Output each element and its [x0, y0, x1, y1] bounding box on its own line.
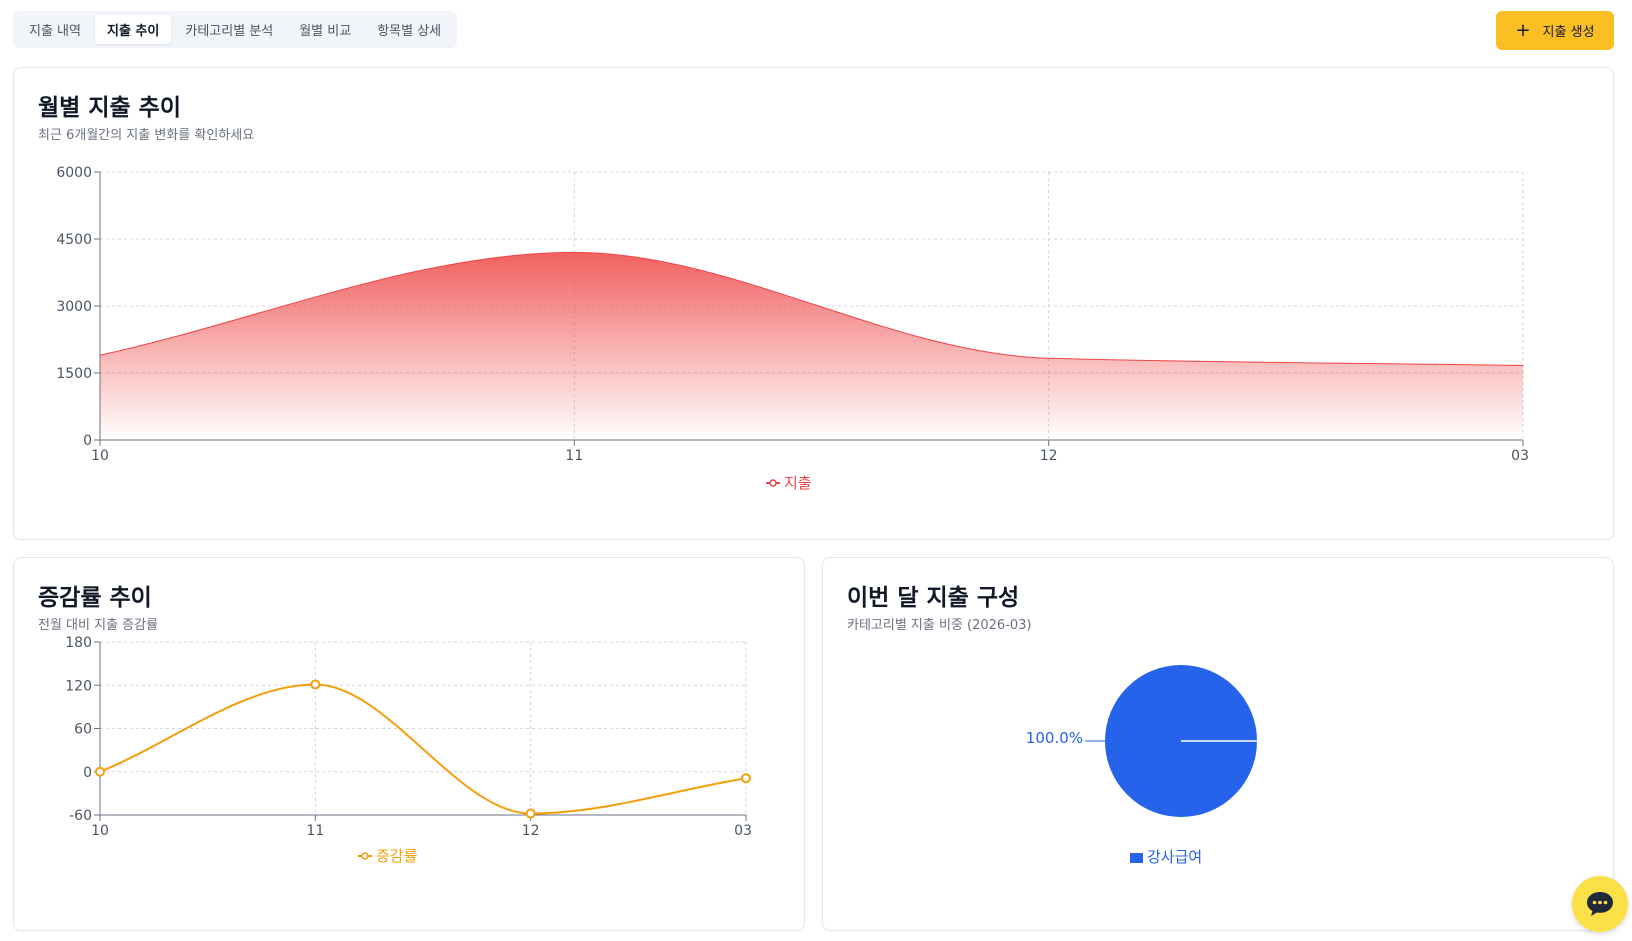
tab-5[interactable]: 항목별 상세 — [377, 24, 442, 39]
chat-bubble-icon — [1587, 892, 1613, 916]
legend-dot-marker — [769, 479, 777, 487]
chat-button[interactable] — [1572, 876, 1628, 932]
pie-slice-label: 100.0% — [1026, 729, 1083, 747]
y-tick-label: 0 — [83, 433, 92, 449]
y-tick-label: 60 — [74, 722, 92, 738]
x-tick-label: 11 — [306, 823, 324, 839]
change-rate-subtitle: 전월 대비 지출 증감률 — [38, 618, 159, 633]
data-point — [95, 766, 105, 777]
composition-subtitle: 카테고리별 지출 비중 (2026-03) — [847, 618, 1032, 633]
plus-icon: + — [1515, 19, 1531, 41]
x-tick-label: 10 — [91, 823, 109, 839]
data-point — [741, 773, 751, 784]
x-tick-label: 03 — [734, 823, 752, 839]
change-rate-chart: -60 0 60 120 180 10 11 12 03 증감률 — [65, 635, 752, 865]
composition-title: 이번 달 지출 구성 — [847, 585, 1020, 611]
tab-2[interactable]: 지출 추이 — [94, 15, 172, 44]
monthly-trend-title: 월별 지출 추이 — [38, 95, 181, 121]
y-tick-label: 120 — [65, 678, 92, 694]
change-rate-card: 증감률 추이 전월 대비 지출 증감률 -60 0 60 120 180 10 11 12 03… — [13, 557, 805, 931]
create-expense-label: 지출 생성 — [1542, 25, 1595, 40]
x-tick-label: 12 — [522, 823, 540, 839]
monthly-trend-chart: 0 1500 3000 4500 6000 10 11 12 03 지출 — [56, 165, 1529, 492]
monthly-trend-subtitle: 최근 6개월간의 지출 변화를 확인하세요 — [38, 128, 255, 143]
tab-3[interactable]: 카테고리별 분석 — [185, 24, 274, 39]
y-tick-label: 4500 — [56, 232, 92, 248]
monthly-trend-card: 월별 지출 추이 최근 6개월간의 지출 변화를 확인하세요 0 1500 3000… — [13, 67, 1614, 540]
x-tick-label: 10 — [91, 448, 109, 464]
legend-label: 지출 — [784, 474, 812, 492]
y-tick-label: 6000 — [56, 165, 92, 181]
tab-4[interactable]: 월별 비교 — [299, 24, 352, 39]
tab-1[interactable]: 지출 내역 — [29, 24, 81, 39]
y-tick-label: 180 — [65, 635, 92, 651]
legend-label: 증감률 — [376, 847, 418, 865]
legend-swatch — [1130, 853, 1143, 863]
legend-label: 강사급여 — [1147, 848, 1202, 866]
legend-dot-marker — [361, 852, 369, 860]
y-tick-label: -60 — [69, 808, 92, 824]
tab-bar: 지출 내역 지출 추이 카테고리별 분석 월별 비교 항목별 상세 — [13, 11, 458, 48]
series-line — [99, 251, 1524, 366]
change-rate-title: 증감률 추이 — [38, 585, 152, 611]
y-tick-label: 0 — [83, 765, 92, 781]
y-tick-label: 1500 — [56, 366, 92, 382]
data-point — [310, 679, 321, 690]
data-point — [525, 808, 536, 819]
create-expense-button[interactable]: + 지출 생성 — [1496, 11, 1614, 50]
x-tick-label: 11 — [565, 448, 583, 464]
x-tick-label: 12 — [1040, 448, 1058, 464]
series-area — [100, 252, 1523, 440]
y-tick-label: 3000 — [56, 299, 92, 315]
x-tick-label: 03 — [1511, 448, 1529, 464]
composition-pie-chart: 100.0% 강사급여 — [1026, 665, 1257, 866]
composition-card: 이번 달 지출 구성 카테고리별 지출 비중 (2026-03) 100.0% 강… — [822, 557, 1614, 931]
series-line — [99, 683, 747, 815]
